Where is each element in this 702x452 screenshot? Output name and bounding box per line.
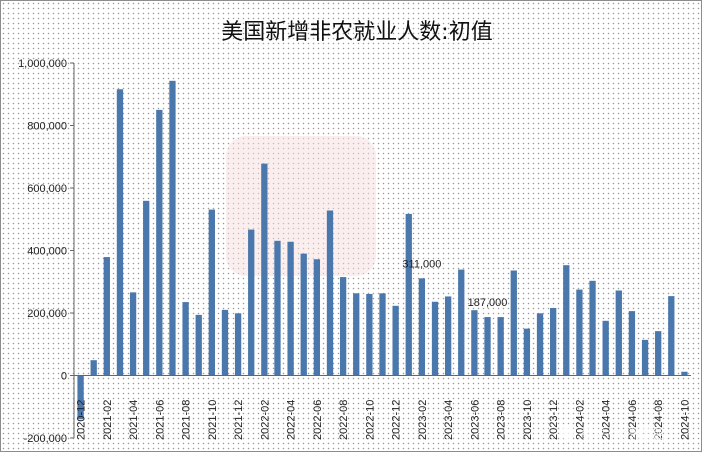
bar-2021-12 [234,313,242,376]
y-axis: -200,000 0 200,000 400,000 600,000 800,000 1,0… [18,58,75,445]
bar-2023-01 [405,213,412,376]
bar-2021-01 [90,360,97,376]
x-tick-label: 2021-10 [207,400,219,440]
x-tick-label: 2022-12 [391,400,403,440]
bar-2021-07 [169,80,176,376]
x-tick-label: 2021-06 [154,400,166,440]
watermark: 雪球：@萧晋蓝 [561,426,665,441]
bar-2022-11 [379,293,386,376]
bar-2023-09 [510,270,517,376]
data-label: 311,000 [402,258,441,270]
bar-2021-06 [156,109,163,376]
bars [77,80,688,420]
x-tick-label: 2020-12 [76,400,88,440]
x-tick-label: 2021-02 [102,400,114,440]
bar-2024-10 [681,371,688,376]
bar-2023-03 [431,301,439,376]
x-tick-label: 2024-02 [574,400,586,440]
data-label: 187,000 [468,297,508,309]
annotations: 311,000 187,000 [402,258,507,309]
y-tick-label: 800,000 [27,121,67,133]
bar-2023-07 [484,317,491,376]
bar-2024-06 [628,311,636,376]
bar-2024-04 [602,320,609,376]
bar-2024-05 [615,290,622,376]
x-tick-label: 2024-06 [627,400,639,440]
y-tick-label: 400,000 [27,246,67,258]
y-tick-label: 1,000,000 [18,58,67,70]
x-tick-label: 2021-04 [128,400,140,440]
y-tick-label: -200,000 [24,433,67,445]
bar-2023-10 [523,328,531,376]
snowball-logo-icon [561,426,575,440]
x-tick-label: 2024-10 [679,400,691,440]
bar-2024-01 [563,265,570,376]
bar-2022-02 [261,163,268,376]
bar-2021-03 [116,89,124,376]
bar-2021-02 [103,257,110,376]
bar-2022-03 [274,240,281,376]
bar-2021-08 [182,302,189,376]
bar-2023-06 [471,310,478,376]
x-tick-label: 2023-10 [522,400,534,440]
bar-2022-10 [366,293,373,376]
x-tick-label: 2024-04 [601,400,613,440]
bar-2020-12 [77,375,84,420]
bar-2023-12 [550,308,557,376]
x-tick-label: 2023-04 [443,400,455,440]
watermark-text: 雪球：@萧晋蓝 [581,427,665,441]
bar-2023-04 [444,296,452,376]
x-tick-label: 2023-08 [496,400,508,440]
bar-2022-05 [300,253,307,376]
bar-2024-07 [641,339,649,376]
x-tick-label: 2024-08 [653,400,665,440]
x-tick-label: 2021-12 [233,400,245,440]
x-axis: 2020-12 2021-02 2021-04 2021-06 2021-08 2021-… [74,375,691,440]
bar-2024-02 [576,289,583,376]
bar-2021-09 [195,314,202,376]
x-tick-label: 2022-10 [364,400,376,440]
bar-2022-06 [313,259,321,376]
bar-2022-12 [392,305,399,376]
x-tick-label: 2022-04 [286,400,298,440]
x-tick-label: 2022-06 [312,400,324,440]
bar-2023-05 [458,269,465,376]
bar-2024-08 [655,331,662,376]
x-tick-label: 2022-08 [338,400,350,440]
bar-2022-04 [287,241,294,376]
bar-2021-10 [208,209,215,376]
bar-2022-08 [339,277,347,376]
x-tick-label: 2023-02 [417,400,429,440]
x-tick-label: 2023-12 [548,400,560,440]
bar-2023-11 [536,313,544,376]
bar-2022-01 [248,229,255,376]
chart-title: 美国新增非农就业人数:初值 [221,20,492,45]
y-tick-label: 600,000 [27,183,67,195]
bar-2023-02 [418,278,426,376]
bar-2022-07 [326,210,334,376]
y-tick-label: 200,000 [27,308,67,320]
bar-2023-08 [497,317,504,376]
bar-2021-05 [143,200,150,376]
bar-2024-09 [668,296,675,376]
bar-2022-09 [353,293,360,376]
bar-2021-04 [129,292,137,376]
x-tick-label: 2021-08 [181,400,193,440]
bar-2024-03 [589,280,596,376]
y-tick-label: 0 [61,371,67,383]
x-tick-label: 2023-06 [469,400,481,440]
bar-2021-11 [221,309,229,376]
x-tick-label: 2022-02 [259,400,271,440]
